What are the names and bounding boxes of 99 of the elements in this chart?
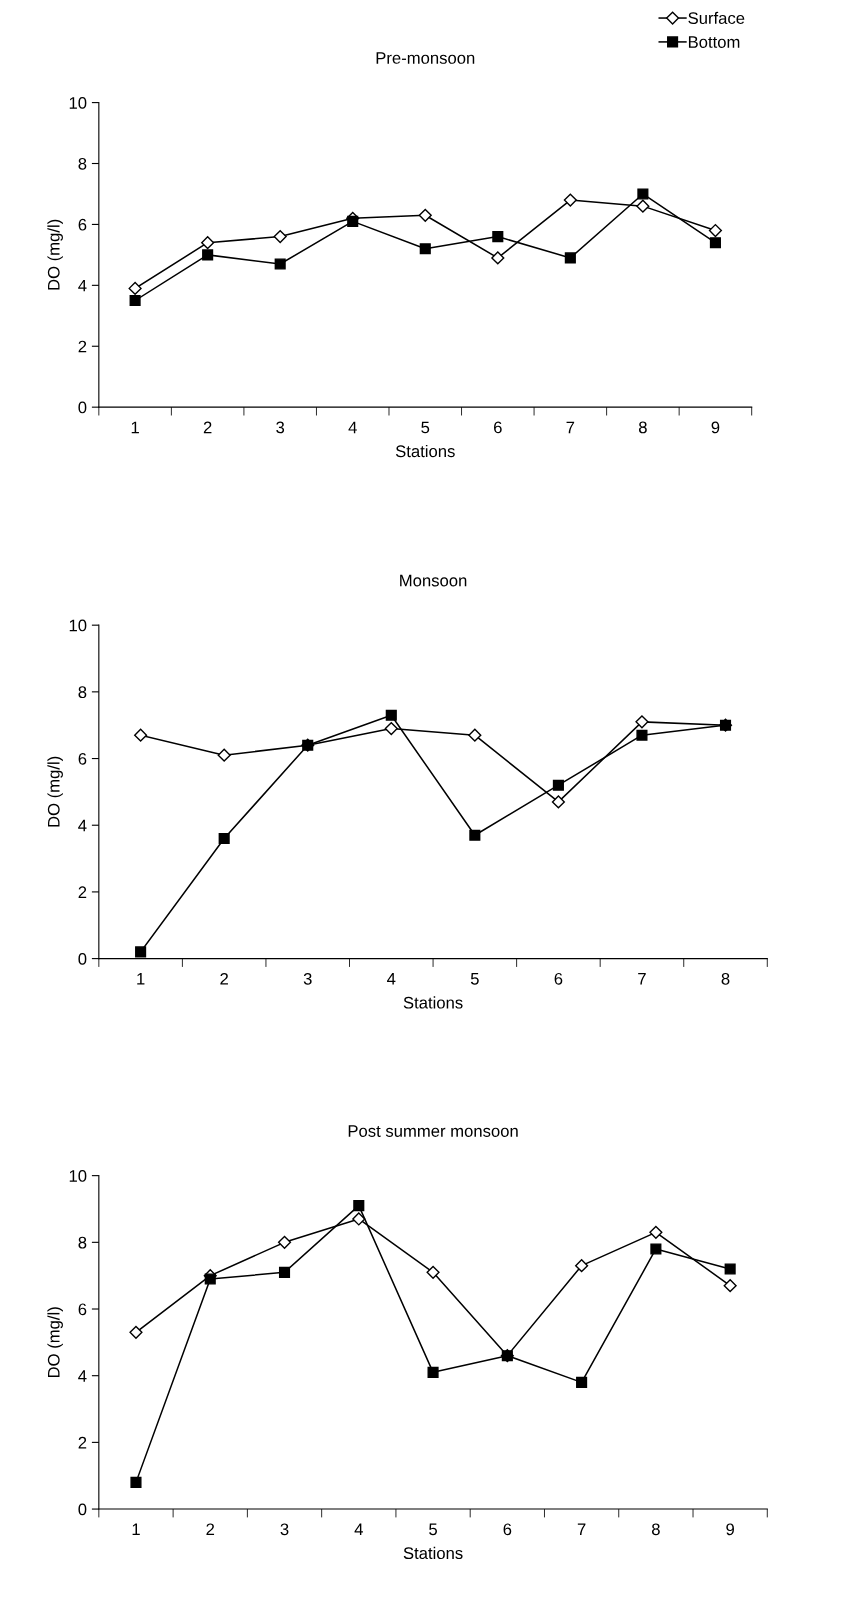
point <box>129 295 141 307</box>
y-tick-label: 2 <box>78 1436 87 1449</box>
x-tick-label: 4 <box>387 973 396 985</box>
y-tick-label: 0 <box>78 952 87 965</box>
point <box>385 709 397 721</box>
point <box>384 721 398 736</box>
point <box>636 729 648 741</box>
x-tick-label: 2 <box>206 1523 215 1536</box>
point <box>418 208 432 222</box>
point <box>723 1279 737 1293</box>
point <box>274 258 286 270</box>
x-tick-label: 3 <box>276 421 285 434</box>
x-tick-label: 4 <box>348 421 357 434</box>
point <box>650 1243 662 1255</box>
x-tick-label: 1 <box>131 421 139 434</box>
point <box>709 237 721 249</box>
point <box>352 1212 366 1226</box>
x-tick-label: 8 <box>651 1523 660 1536</box>
x-tick-label: 6 <box>503 1523 512 1536</box>
point <box>273 230 287 244</box>
x-tick-label: 6 <box>554 972 563 985</box>
y-tick-label: 8 <box>78 686 87 699</box>
point <box>649 1225 663 1239</box>
point <box>551 795 565 809</box>
x-tick-label: 8 <box>721 972 730 985</box>
point <box>575 1259 589 1273</box>
point <box>419 243 431 255</box>
x-tick-label: 5 <box>421 421 430 434</box>
x-tick-label: 6 <box>494 421 502 434</box>
point <box>202 249 214 261</box>
point <box>635 715 649 729</box>
x-tick-label: 7 <box>577 1523 586 1536</box>
point <box>277 1235 292 1249</box>
point <box>636 199 650 213</box>
y-tick-label: 0 <box>78 401 87 414</box>
x-tick-label: 1 <box>137 973 145 985</box>
point <box>724 1263 736 1275</box>
x-tick-label: 4 <box>354 1523 363 1536</box>
point <box>708 223 723 238</box>
point <box>201 236 215 250</box>
point <box>468 728 482 742</box>
point <box>129 1325 143 1339</box>
point <box>128 281 142 295</box>
chart-title: Pre-monsoon <box>376 52 475 64</box>
legend-label: Surface <box>688 11 745 25</box>
point <box>134 728 148 742</box>
x-tick-label: 3 <box>303 972 312 985</box>
point <box>564 252 576 264</box>
y-tick-label: 10 <box>69 1170 87 1182</box>
point <box>576 1376 588 1388</box>
y-axis-title: DO (mg/l) <box>47 219 63 290</box>
x-tick-label: 7 <box>566 421 575 434</box>
x-tick-label: 5 <box>429 1523 437 1536</box>
y-tick-label: 4 <box>78 1370 87 1382</box>
point <box>469 829 481 841</box>
x-tick-label: 8 <box>638 421 647 434</box>
point <box>491 251 505 265</box>
point <box>347 215 359 227</box>
point <box>218 833 230 845</box>
y-axis-title: DO (mg/l) <box>47 1307 63 1378</box>
x-axis-title: Stations <box>403 996 463 1009</box>
x-tick-label: 2 <box>220 972 228 985</box>
y-tick-label: 6 <box>78 1303 87 1316</box>
point <box>427 1366 439 1378</box>
x-tick-label: 5 <box>470 973 479 985</box>
y-tick-label: 2 <box>78 340 87 353</box>
x-tick-label: 3 <box>280 1523 289 1536</box>
point <box>204 1273 216 1285</box>
y-tick-label: 10 <box>69 96 87 109</box>
point <box>492 231 504 243</box>
x-tick-label: 9 <box>726 1523 734 1536</box>
point <box>552 779 564 791</box>
y-tick-label: 8 <box>78 157 87 170</box>
x-axis-title: Stations <box>403 1546 463 1560</box>
legend-label: Bottom <box>688 36 740 48</box>
y-tick-label: 0 <box>78 1503 87 1516</box>
point <box>278 1266 291 1278</box>
point <box>353 1200 365 1212</box>
x-tick-label: 9 <box>711 421 720 434</box>
chart-title: Monsoon <box>400 574 467 587</box>
y-tick-label: 4 <box>78 819 87 832</box>
point <box>217 748 231 762</box>
x-tick-label: 1 <box>132 1523 140 1536</box>
y-axis-title: DO (mg/l) <box>47 756 63 827</box>
y-tick-label: 10 <box>69 619 87 632</box>
y-tick-label: 8 <box>78 1236 87 1249</box>
point <box>563 193 577 207</box>
x-axis-title: Stations <box>395 444 455 458</box>
chart-title: Post summer monsoon <box>348 1125 518 1137</box>
y-tick-label: 6 <box>78 218 87 231</box>
y-tick-label: 6 <box>78 752 87 765</box>
y-tick-label: 4 <box>78 279 87 292</box>
x-tick-label: 2 <box>203 421 212 434</box>
x-tick-label: 7 <box>638 973 646 985</box>
point <box>135 946 147 958</box>
point <box>637 188 649 200</box>
point <box>130 1476 142 1488</box>
y-tick-label: 2 <box>78 886 87 898</box>
point <box>426 1265 440 1279</box>
